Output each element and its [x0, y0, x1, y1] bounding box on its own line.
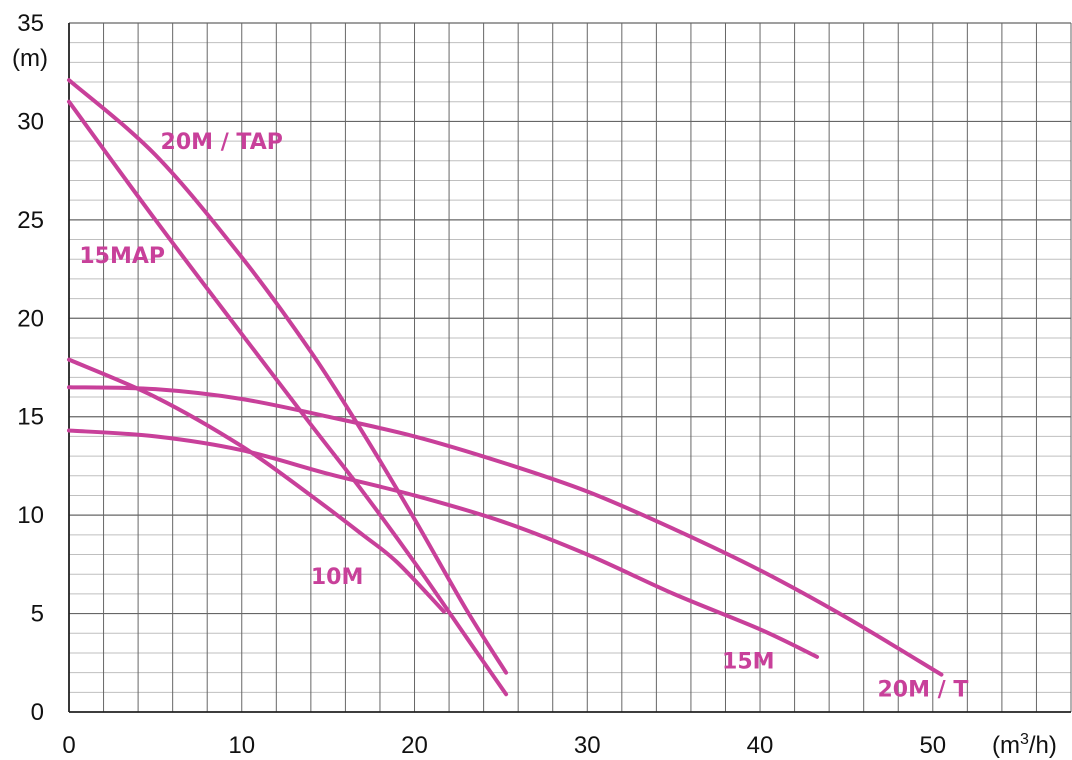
- x-tick-label: 30: [574, 732, 601, 759]
- series-line: [67, 99, 509, 697]
- minor-grid: [69, 42, 1071, 693]
- x-unit-label: (m3/h): [992, 731, 1057, 759]
- axes: [68, 23, 1071, 713]
- x-tick-label: 40: [747, 732, 774, 759]
- series-label: 20M / T: [878, 677, 969, 702]
- series-label: 10M: [311, 565, 364, 590]
- y-tick-label: 35: [17, 10, 44, 37]
- y-tick-labels: 0 5 10 15 20 25 30 35: [17, 10, 44, 726]
- y-tick-label: 10: [17, 502, 44, 529]
- major-grid: [69, 22, 1072, 712]
- y-tick-label: 20: [17, 305, 44, 332]
- series-line: [67, 357, 446, 614]
- x-tick-label: 10: [228, 732, 255, 759]
- y-unit-label: (m): [12, 45, 48, 72]
- y-tick-label: 5: [31, 601, 44, 628]
- series-line: [67, 428, 820, 659]
- x-tick-label: 50: [919, 732, 946, 759]
- x-tick-labels: 0 10 20 30 40 50: [62, 732, 946, 759]
- series-line: [67, 385, 944, 677]
- y-tick-label: 15: [17, 404, 44, 431]
- series-label: 20M / TAP: [161, 130, 283, 155]
- x-tick-label: 20: [401, 732, 428, 759]
- curves: [67, 78, 944, 697]
- series-labels: 20M / TAP 15MAP 10M 15M 20M / T: [79, 130, 968, 702]
- y-tick-label: 25: [17, 207, 44, 234]
- series-line: [67, 78, 509, 675]
- y-tick-label: 0: [31, 699, 44, 726]
- series-label: 15M: [722, 650, 775, 675]
- series-label: 15MAP: [79, 244, 165, 269]
- y-tick-label: 30: [17, 108, 44, 135]
- x-tick-label: 0: [62, 732, 75, 759]
